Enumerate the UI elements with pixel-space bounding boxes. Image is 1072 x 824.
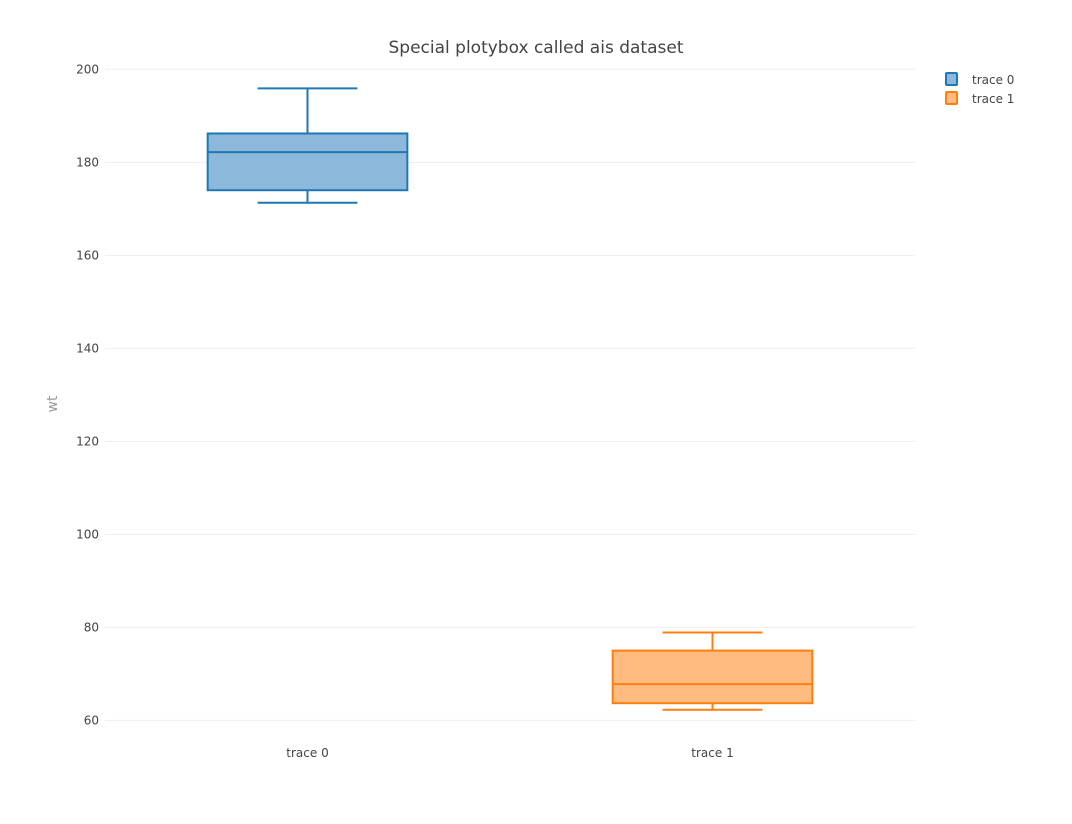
- x-tick-labels: trace 0 trace 1: [286, 746, 733, 760]
- legend-label-trace-1: trace 1: [972, 92, 1014, 106]
- box-traces: [206, 87, 814, 711]
- x-tick-label-1: trace 1: [691, 746, 733, 760]
- y-axis-title: wt: [45, 395, 61, 412]
- y-tick-label-60: 60: [84, 713, 99, 727]
- legend-swatch-trace-0: [945, 72, 958, 86]
- chart-title: Special plotybox called ais dataset: [389, 38, 684, 58]
- iqr-box: [206, 132, 409, 192]
- box-trace-1[interactable]: [611, 631, 814, 711]
- legend-item-trace-0[interactable]: trace 0: [945, 72, 1014, 87]
- legend[interactable]: trace 0 trace 1: [945, 72, 1014, 106]
- y-tick-label-80: 80: [84, 620, 99, 634]
- iqr-box: [611, 649, 814, 705]
- legend-label-trace-0: trace 0: [972, 73, 1014, 87]
- y-tick-label-120: 120: [76, 434, 99, 448]
- box-trace-0[interactable]: [206, 87, 409, 204]
- legend-swatch-trace-1: [945, 91, 958, 105]
- y-tick-label-200: 200: [76, 62, 99, 76]
- y-tick-labels: 60 80 100 120 140 160 180 200: [76, 62, 99, 727]
- y-tick-label-140: 140: [76, 341, 99, 355]
- y-tick-label-180: 180: [76, 155, 99, 169]
- y-tick-label-100: 100: [76, 527, 99, 541]
- legend-item-trace-1[interactable]: trace 1: [945, 91, 1014, 106]
- y-tick-label-160: 160: [76, 248, 99, 262]
- x-tick-label-0: trace 0: [286, 746, 328, 760]
